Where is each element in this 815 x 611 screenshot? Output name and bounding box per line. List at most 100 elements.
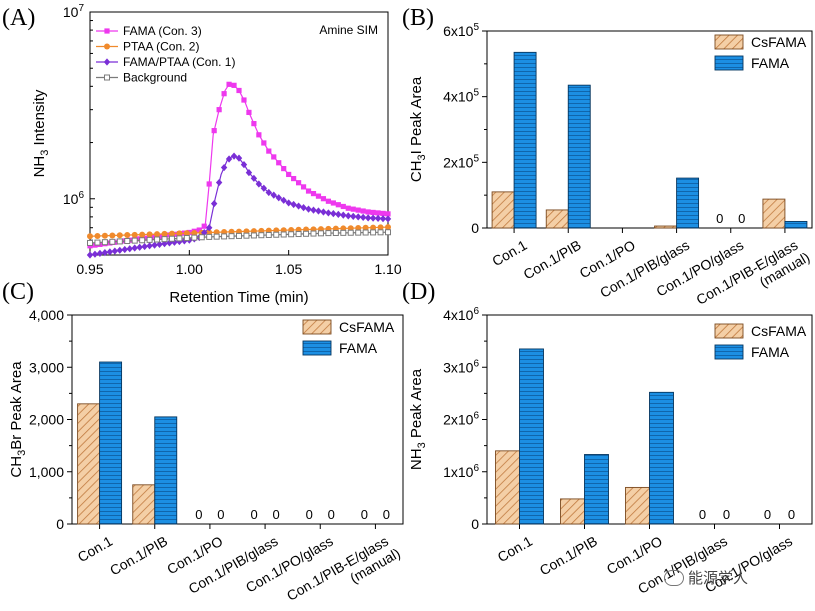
data-point bbox=[281, 165, 287, 172]
data-point bbox=[161, 236, 168, 243]
y-tick-label-base: 2x10 bbox=[443, 154, 474, 170]
data-point bbox=[261, 140, 267, 146]
data-point bbox=[109, 232, 116, 239]
legend-label: FAMA bbox=[751, 55, 790, 71]
y-axis-label-main: NH bbox=[408, 448, 425, 470]
x-axis-label: Retention Time (min) bbox=[169, 289, 308, 306]
data-point bbox=[154, 231, 161, 238]
data-point bbox=[215, 178, 223, 187]
legend-label: FAMA bbox=[751, 344, 790, 360]
data-point bbox=[315, 193, 322, 199]
x-tick-label: 1.10 bbox=[374, 261, 401, 277]
legend-label: FAMA/PTAA (Con. 1) bbox=[123, 55, 235, 69]
data-point bbox=[243, 232, 250, 239]
data-point bbox=[325, 209, 332, 217]
y-tick-label-base: 4x10 bbox=[443, 89, 474, 105]
bar-fama bbox=[567, 84, 591, 229]
data-point bbox=[240, 160, 248, 169]
y-axis-label-sub: 3 bbox=[416, 154, 428, 160]
data-point bbox=[241, 97, 247, 103]
data-point bbox=[256, 132, 262, 138]
watermark-text: 能源学人 bbox=[688, 569, 749, 587]
data-point bbox=[131, 231, 138, 238]
bar-csfama bbox=[560, 498, 585, 525]
data-point bbox=[305, 205, 312, 213]
data-point bbox=[156, 240, 163, 248]
x-category-label: Con.1/PIB bbox=[537, 533, 600, 579]
y-axis-label-sub: 3 bbox=[416, 442, 428, 448]
legend-swatch bbox=[714, 55, 744, 71]
legend-swatch bbox=[714, 344, 744, 360]
data-point bbox=[385, 224, 391, 231]
y-tick-label-base: 10 bbox=[63, 4, 79, 20]
data-point bbox=[330, 200, 336, 206]
legend: CsFAMA FAMA bbox=[302, 319, 395, 356]
bar-fama bbox=[154, 416, 178, 525]
data-point bbox=[101, 232, 108, 239]
zero-value-label: 0 bbox=[217, 507, 224, 522]
data-point bbox=[213, 233, 220, 240]
data-point bbox=[300, 184, 307, 190]
data-point bbox=[139, 231, 146, 238]
y-tick-label-exp: 5 bbox=[473, 153, 479, 164]
y-tick-label-exp: 6 bbox=[473, 463, 479, 474]
data-point bbox=[280, 231, 287, 238]
data-point bbox=[320, 196, 327, 202]
data-point bbox=[350, 206, 356, 212]
data-point bbox=[106, 248, 114, 256]
data-point bbox=[121, 245, 128, 254]
y-axis-label-main: CH bbox=[408, 161, 425, 183]
y-tick-label-exp: 5 bbox=[473, 22, 479, 33]
data-point bbox=[191, 234, 198, 241]
y-tick-label: 0 bbox=[471, 220, 479, 236]
panel-label-c: (C) bbox=[2, 279, 34, 305]
data-point bbox=[104, 74, 110, 81]
legend: CsFAMA FAMA bbox=[714, 34, 807, 71]
bar-csfama bbox=[132, 484, 156, 525]
data-point bbox=[201, 229, 208, 237]
y-tick-label-base: 3x10 bbox=[443, 359, 474, 375]
zero-value-label: 0 bbox=[328, 507, 335, 522]
y-axis-label: CH3Br Peak Area bbox=[8, 361, 28, 478]
series-0 bbox=[87, 81, 391, 249]
data-point bbox=[335, 202, 341, 208]
data-point bbox=[369, 214, 377, 222]
data-point bbox=[206, 224, 213, 232]
y-axis-label-rest: Intensity bbox=[31, 89, 48, 150]
data-point bbox=[104, 28, 110, 34]
data-point bbox=[362, 224, 369, 231]
zero-value-label: 0 bbox=[250, 507, 257, 522]
series-line bbox=[89, 83, 389, 247]
bar-csfama bbox=[654, 225, 678, 229]
y-tick-label-base: 6x10 bbox=[443, 23, 474, 39]
data-point bbox=[87, 239, 93, 246]
zero-value-label: 0 bbox=[699, 507, 706, 522]
legend-swatch bbox=[302, 319, 332, 335]
data-point bbox=[340, 203, 346, 210]
y-axis-label-sub: 3 bbox=[39, 150, 51, 156]
legend-swatch bbox=[302, 340, 332, 356]
y-tick-label: 2,000 bbox=[29, 412, 64, 428]
data-point bbox=[355, 229, 362, 236]
data-point bbox=[126, 245, 133, 253]
watermark: 能源学人 bbox=[664, 567, 748, 588]
x-tick-label: 1.00 bbox=[176, 261, 203, 277]
data-point bbox=[131, 237, 138, 244]
x-category-label: Con.1 bbox=[495, 533, 536, 566]
y-axis-label-rest: Peak Area bbox=[408, 368, 425, 442]
data-point bbox=[198, 234, 205, 241]
data-point bbox=[154, 236, 161, 243]
y-tick-label-base: 2x10 bbox=[443, 412, 474, 428]
data-point bbox=[146, 242, 153, 250]
data-point bbox=[286, 171, 292, 178]
y-axis-label-main: CH bbox=[8, 456, 25, 478]
data-point bbox=[139, 237, 146, 244]
legend: FAMA (Con. 3) PTAA (Con. 2)FAMA/PTAA (Con… bbox=[96, 24, 235, 85]
data-point bbox=[290, 200, 297, 209]
zero-value-label: 0 bbox=[361, 507, 368, 522]
data-point bbox=[86, 251, 94, 259]
data-point bbox=[116, 246, 123, 254]
y-tick-label: 4x106 bbox=[443, 306, 479, 323]
data-point bbox=[325, 230, 332, 237]
